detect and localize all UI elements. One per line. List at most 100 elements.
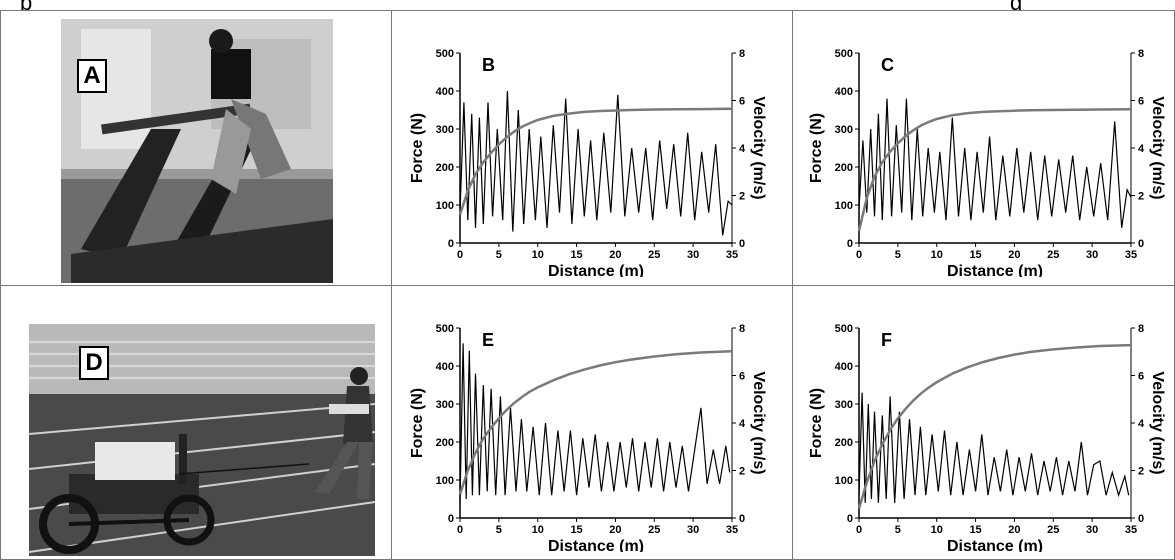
- y2-tick-label: 6: [1138, 96, 1144, 108]
- force-series-line: [858, 98, 1132, 228]
- y2-tick-label: 2: [739, 191, 745, 203]
- y2-axis-label: Velocity (m/s): [750, 371, 767, 474]
- x-tick-label: 5: [895, 524, 901, 536]
- x-tick-label: 20: [1008, 249, 1020, 261]
- treadmill-illustration: [61, 19, 333, 283]
- y2-tick-label: 2: [1138, 466, 1144, 478]
- x-tick-label: 5: [496, 524, 502, 536]
- y2-tick-label: 2: [1138, 191, 1144, 203]
- y2-tick-label: 0: [739, 513, 745, 525]
- cell-D: D: [0, 285, 392, 560]
- panel-label: B: [482, 55, 495, 75]
- x-tick-label: 35: [726, 524, 738, 536]
- panel-label-D: D: [79, 346, 109, 380]
- y-axis-label: Force (N): [808, 388, 825, 458]
- x-tick-label: 0: [457, 524, 463, 536]
- y2-tick-label: 4: [739, 143, 746, 155]
- x-tick-label: 25: [1047, 524, 1059, 536]
- cell-F: 0 5 10 15 20 25 30 35 0 100 200 300 400 500 0 2 4 6 8 Dista…: [792, 285, 1175, 560]
- x-tick-label: 35: [1125, 249, 1137, 261]
- panel-label: E: [482, 330, 494, 350]
- x-tick-label: 30: [687, 524, 699, 536]
- y-axis-label: Force (N): [409, 113, 426, 183]
- y-tick-label: 100: [835, 200, 853, 212]
- figure-grid: A 0 5 10 15 20 25 30 35 0 100 200 300 400 500 0 2 4 6 8 Dis…: [0, 10, 1175, 560]
- y2-tick-label: 6: [1138, 371, 1144, 383]
- y-tick-label: 0: [847, 513, 853, 525]
- x-tick-label: 0: [457, 249, 463, 261]
- y-axis-label: Force (N): [409, 388, 426, 458]
- chart-svg: 0 5 10 15 20 25 30 35010020030040050002468Dista…: [808, 48, 1166, 277]
- x-axis-label: Distance (m): [548, 538, 644, 552]
- y-tick-label: 400: [436, 361, 454, 373]
- cell-C: 0 5 10 15 20 25 30 35 0 100 200 300 400 500 0 2 4 6 8 Dista…: [792, 10, 1175, 286]
- y2-tick-label: 6: [739, 371, 745, 383]
- y-tick-label: 500: [835, 48, 853, 60]
- x-axis-label: Distance (m): [947, 538, 1043, 552]
- panel-label-A: A: [77, 59, 107, 93]
- y-tick-label: 500: [436, 48, 454, 60]
- force-series-line: [858, 392, 1130, 503]
- chart-B: 0 5 10 15 20 25 30 35 0 100 200 300 400 500 0 2 4 6 8 Dista…: [402, 41, 772, 277]
- x-tick-label: 25: [648, 249, 660, 261]
- velocity-series-line: [857, 108, 1132, 232]
- y2-tick-label: 6: [739, 96, 745, 108]
- cell-A: A: [0, 10, 392, 286]
- y-tick-label: 400: [835, 361, 853, 373]
- y2-tick-label: 8: [1138, 323, 1144, 335]
- y-tick-label: 400: [436, 86, 454, 98]
- y-tick-label: 200: [835, 437, 853, 449]
- force-series-line: [459, 90, 733, 236]
- y2-tick-label: 2: [739, 466, 745, 478]
- y-tick-label: 200: [835, 162, 853, 174]
- chart-svg: 0 5 10 15 20 25 30 35010020030040050002468Dista…: [409, 323, 767, 552]
- chart-svg: 0 5 10 15 20 25 30 35010020030040050002468Dista…: [409, 48, 767, 277]
- y2-tick-label: 4: [1138, 143, 1145, 155]
- x-tick-label: 10: [931, 249, 943, 261]
- y2-tick-label: 8: [739, 48, 745, 60]
- velocity-series-line: [458, 350, 733, 495]
- y-tick-label: 300: [436, 124, 454, 136]
- y2-tick-label: 0: [1138, 513, 1144, 525]
- x-tick-label: 5: [496, 249, 502, 261]
- y-tick-label: 300: [835, 124, 853, 136]
- x-tick-label: 25: [1047, 249, 1059, 261]
- x-axis-label: Distance (m): [947, 263, 1043, 277]
- x-tick-label: 35: [726, 249, 738, 261]
- y2-tick-label: 8: [739, 323, 745, 335]
- y-tick-label: 200: [436, 162, 454, 174]
- x-tick-label: 15: [570, 249, 582, 261]
- y-tick-label: 100: [436, 475, 454, 487]
- cell-B: 0 5 10 15 20 25 30 35 0 100 200 300 400 500 0 2 4 6 8 Dista…: [391, 10, 793, 286]
- x-tick-label: 15: [570, 524, 582, 536]
- y-tick-label: 0: [448, 513, 454, 525]
- y-tick-label: 0: [448, 238, 454, 250]
- x-tick-label: 20: [1008, 524, 1020, 536]
- chart-C: 0 5 10 15 20 25 30 35 0 100 200 300 400 500 0 2 4 6 8 Dista…: [801, 41, 1171, 277]
- panel-label: F: [881, 330, 892, 350]
- y2-axis-label: Velocity (m/s): [1149, 371, 1166, 474]
- y-tick-label: 400: [835, 86, 853, 98]
- chart-F: 0 5 10 15 20 25 30 35 0 100 200 300 400 500 0 2 4 6 8 Dista…: [801, 316, 1171, 552]
- chart-svg: 0 5 10 15 20 25 30 35010020030040050002468Dista…: [808, 323, 1166, 552]
- y-axis-label: Force (N): [808, 113, 825, 183]
- velocity-series-line: [458, 107, 733, 215]
- x-tick-label: 15: [969, 524, 981, 536]
- x-axis-label: Distance (m): [548, 263, 644, 277]
- y2-tick-label: 0: [1138, 238, 1144, 250]
- x-tick-label: 5: [895, 249, 901, 261]
- y-tick-label: 300: [436, 399, 454, 411]
- y2-tick-label: 8: [1138, 48, 1144, 60]
- panel-label: C: [881, 55, 894, 75]
- y2-tick-label: 4: [739, 418, 746, 430]
- treadmill-photo: A: [61, 19, 333, 283]
- x-tick-label: 30: [1086, 249, 1098, 261]
- x-tick-label: 0: [856, 249, 862, 261]
- y-tick-label: 500: [835, 323, 853, 335]
- x-tick-label: 30: [1086, 524, 1098, 536]
- y-tick-label: 200: [436, 437, 454, 449]
- y-tick-label: 100: [835, 475, 853, 487]
- x-tick-label: 10: [931, 524, 943, 536]
- y-tick-label: 100: [436, 200, 454, 212]
- y2-tick-label: 0: [739, 238, 745, 250]
